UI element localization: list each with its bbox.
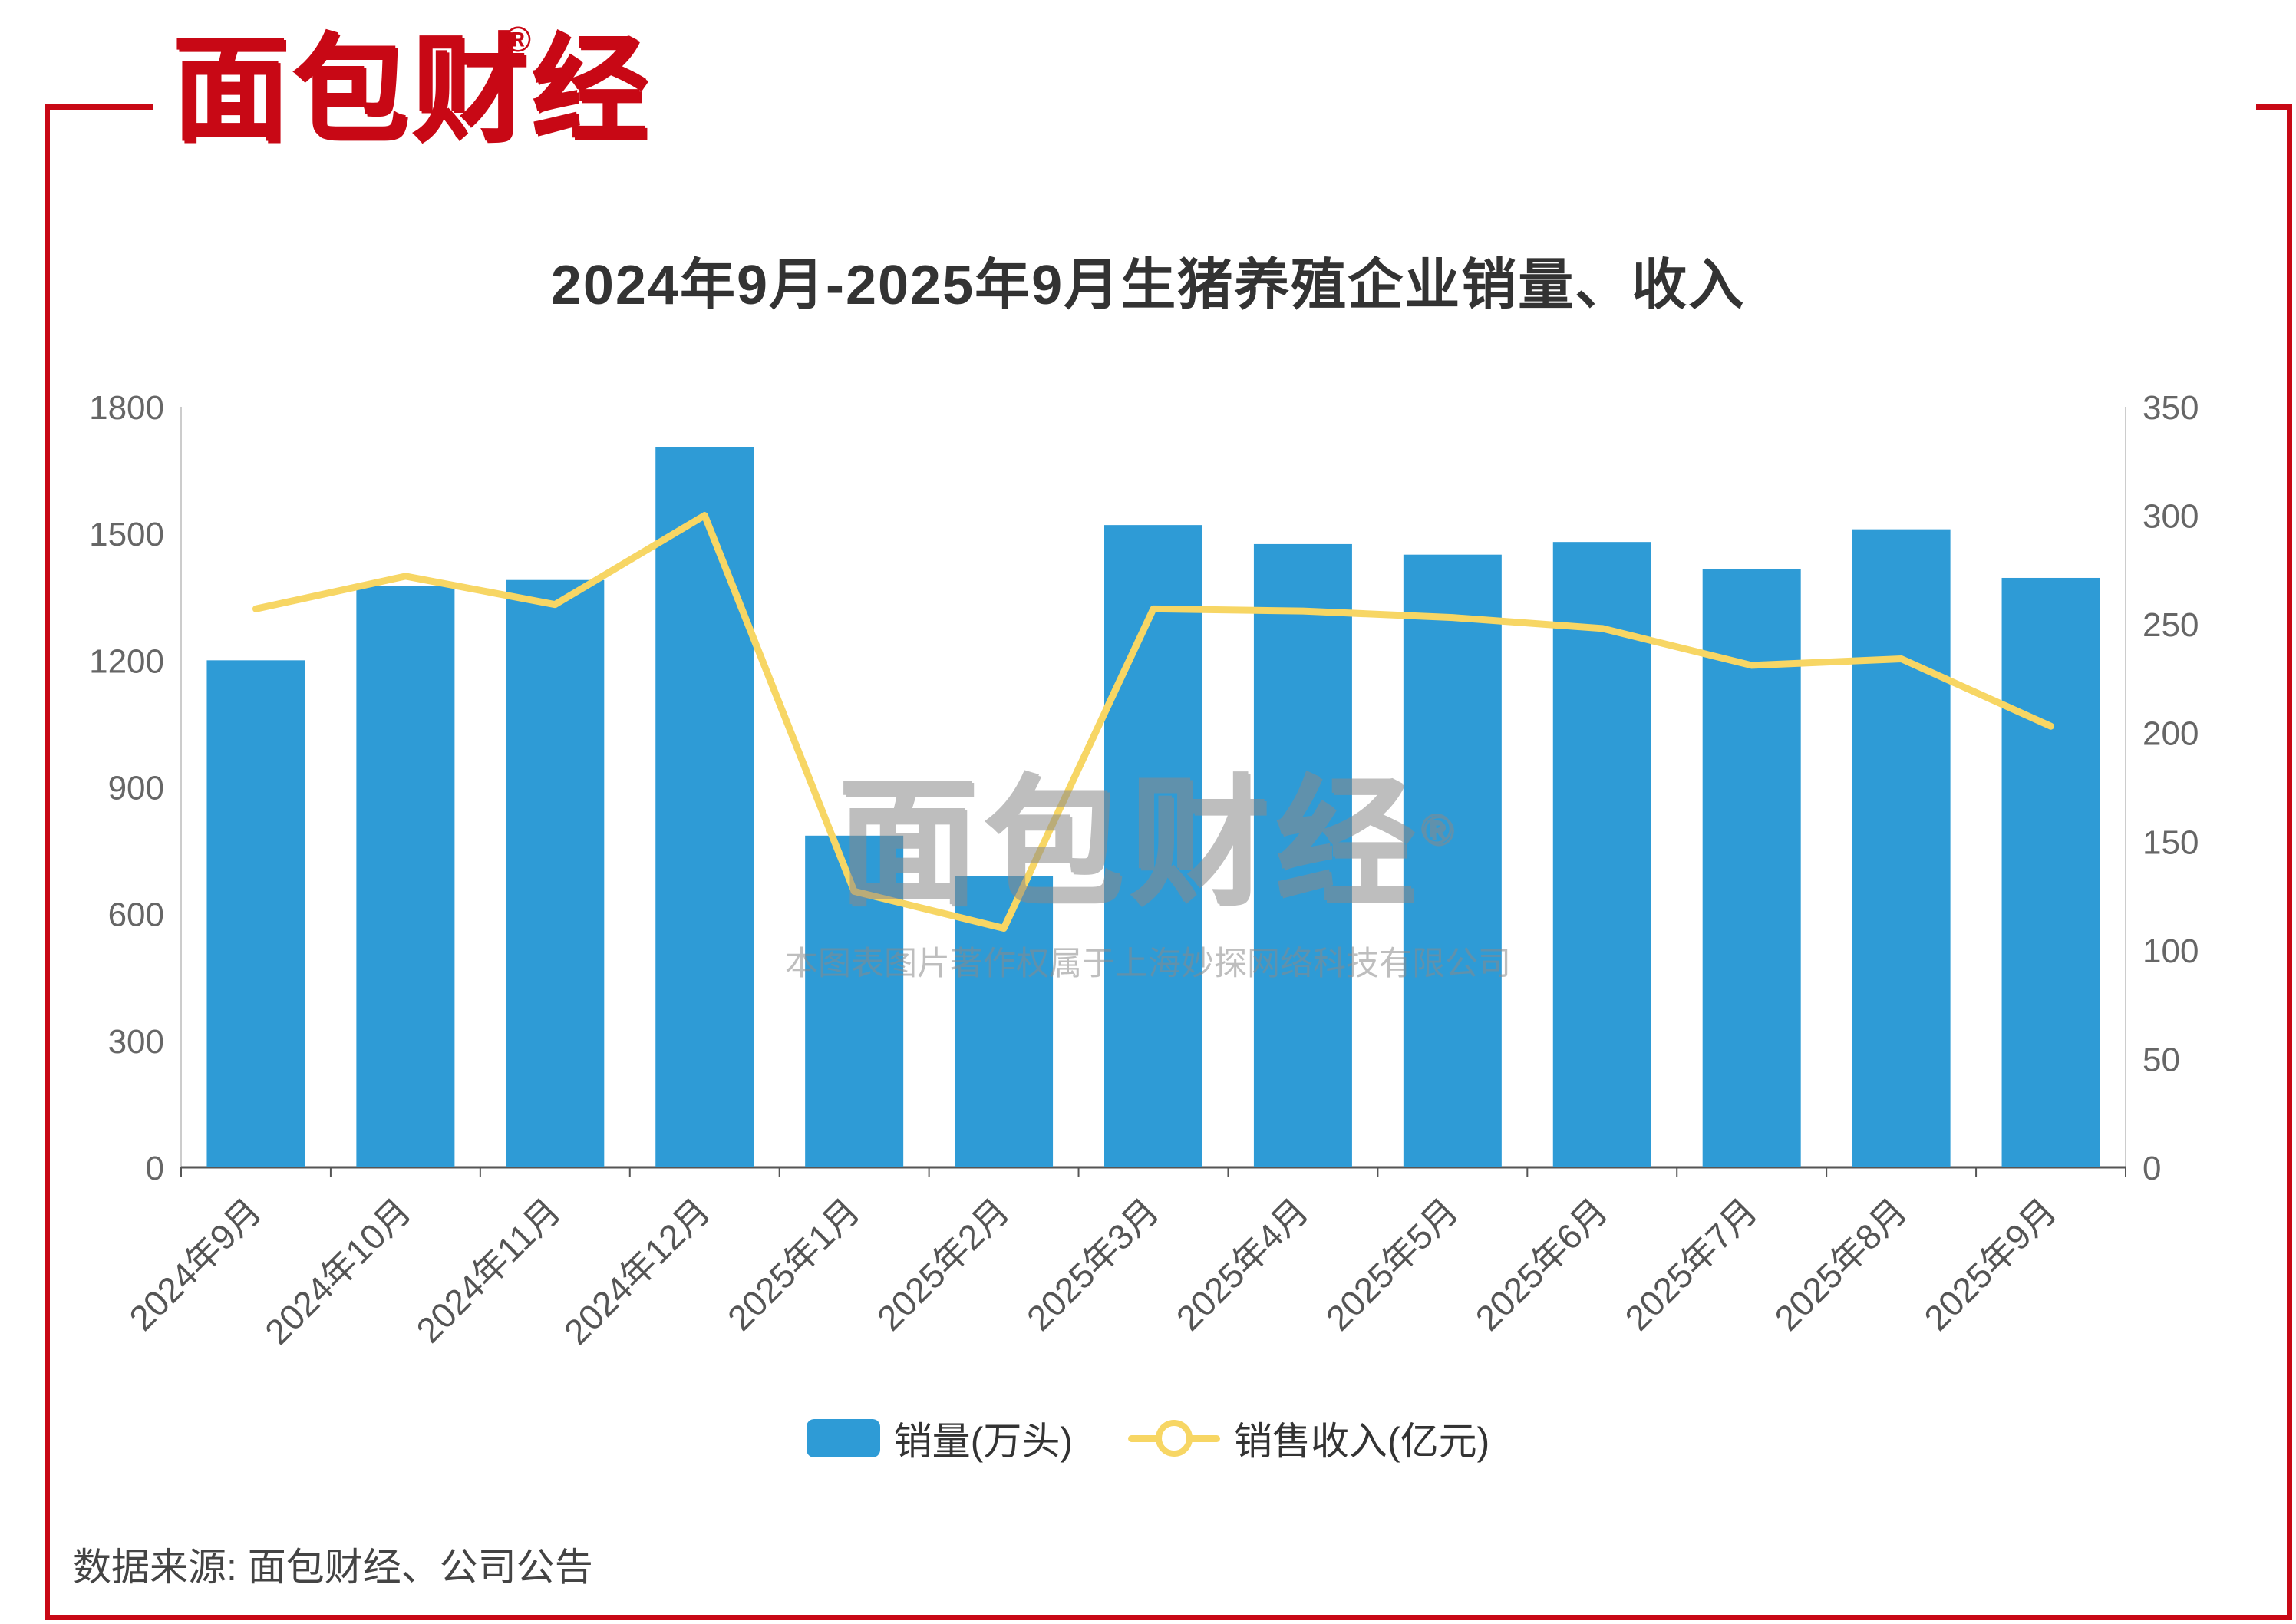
x-axis-label: 2024年9月 <box>121 1190 269 1338</box>
left-axis-tick-label: 1800 <box>89 389 164 427</box>
revenue-line <box>252 512 2055 932</box>
right-axis-tick-label: 200 <box>2143 715 2199 753</box>
chart-legend: 销量(万头) 销售收入(亿元) <box>0 1411 2296 1466</box>
bar-2025年6月 <box>1552 542 1651 1167</box>
bar-2025年8月 <box>1852 529 1951 1167</box>
legend-item-revenue: 销售收入(亿元) <box>1128 1411 1489 1466</box>
right-axis-tick-label: 350 <box>2143 389 2199 427</box>
brand-logo: 面包财经 ® <box>153 17 669 163</box>
left-axis-tick-label: 600 <box>108 896 164 934</box>
right-axis-tick-label: 50 <box>2143 1041 2180 1078</box>
x-axis-label: 2025年1月 <box>720 1190 867 1338</box>
bar-2025年5月 <box>1403 554 1502 1167</box>
x-axis-label: 2025年4月 <box>1169 1190 1316 1338</box>
legend-label-revenue: 销售收入(亿元) <box>1234 1420 1490 1463</box>
right-axis-tick-label: 100 <box>2143 932 2199 970</box>
left-axis-tick-label: 1500 <box>89 516 164 553</box>
bar-2025年9月 <box>2001 577 2100 1167</box>
x-axis-label: 2025年5月 <box>1318 1190 1466 1338</box>
right-axis-tick-label: 0 <box>2143 1150 2161 1187</box>
right-axis-tick-label: 250 <box>2143 606 2199 644</box>
registered-trademark-icon: ® <box>505 19 531 59</box>
legend-bar-swatch <box>806 1419 880 1457</box>
x-axis-label: 2024年12月 <box>556 1190 718 1352</box>
brand-logo-text: 面包财经 <box>172 25 651 155</box>
legend-line-marker <box>1128 1420 1220 1457</box>
x-axis-label: 2025年3月 <box>1019 1190 1166 1338</box>
bar-2024年11月 <box>506 579 605 1167</box>
data-source: 数据来源: 面包财经、公司公告 <box>73 1546 593 1589</box>
right-axis-tick-label: 300 <box>2143 498 2199 536</box>
left-axis-tick-label: 0 <box>146 1150 164 1187</box>
bar-2024年12月 <box>655 447 754 1167</box>
legend-item-sales-volume: 销量(万头) <box>806 1411 1073 1466</box>
left-axis-tick-label: 300 <box>108 1023 164 1061</box>
x-axis-label: 2025年2月 <box>869 1190 1017 1338</box>
bar-2024年10月 <box>356 586 455 1167</box>
x-axis-label: 2025年6月 <box>1468 1190 1615 1338</box>
bar-2025年3月 <box>1104 525 1202 1167</box>
legend-circle-marker <box>1156 1420 1193 1457</box>
bar-2025年7月 <box>1702 569 1801 1167</box>
legend-label-sales-volume: 销量(万头) <box>893 1420 1073 1463</box>
bar-2025年4月 <box>1253 543 1352 1167</box>
left-axis-tick-label: 900 <box>108 770 164 807</box>
x-axis-label: 2024年11月 <box>408 1190 568 1350</box>
border-mask <box>648 91 2256 123</box>
left-axis-tick-label: 1200 <box>89 642 164 680</box>
x-axis-label: 2025年7月 <box>1617 1190 1764 1338</box>
x-axis-label: 2025年8月 <box>1767 1190 1914 1338</box>
chart-title: 2024年9月-2025年9月生猪养殖企业销量、收入 <box>550 255 1746 316</box>
x-axis-label: 2025年9月 <box>1916 1190 2063 1338</box>
right-axis-tick-label: 150 <box>2143 824 2199 861</box>
x-axis-label: 2024年10月 <box>257 1190 418 1352</box>
bar-2024年9月 <box>206 660 305 1167</box>
